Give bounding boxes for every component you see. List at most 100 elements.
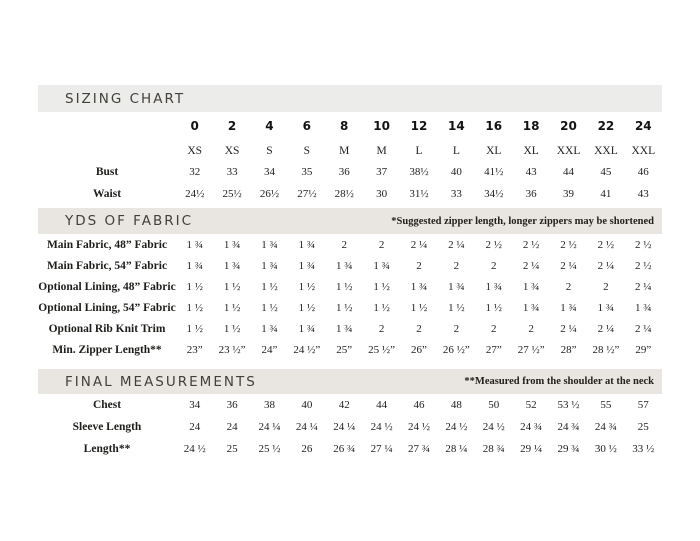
table-cell: 53 ½ (557, 399, 580, 411)
size-letter: S (303, 144, 311, 157)
table-cell: 1 ½ (186, 280, 203, 293)
measured-from-shoulder-note: **Measured from the shoulder at the neck (464, 376, 654, 387)
table-cell: 2 (491, 322, 497, 335)
size-letters-row: XS XS S S M M L L XL XL XXL XXL XXL (38, 140, 662, 161)
table-cell: 29” (635, 343, 652, 356)
table-cell: 24 (189, 421, 201, 433)
table-cell: 44 (376, 399, 388, 411)
size-number: 22 (597, 119, 615, 133)
table-cell: 2 ½ (597, 238, 615, 251)
table-row: Sleeve Length 24 24 24 ¼ 24 ¼ 24 ¼ 24 ½ 24 ½ 24 … (38, 416, 662, 438)
table-cell: 2 (378, 238, 385, 251)
table-cell: 2 ½ (635, 238, 652, 251)
table-row: Bust 32 33 34 35 36 37 38½ 40 41½ 43 44 45 46 (38, 161, 662, 183)
table-cell: 2 ¼ (522, 259, 540, 272)
table-cell: 1 ¾ (635, 301, 652, 314)
final-measurements-rows: Chest 34 36 38 40 42 44 46 48 50 52 53 ½ 55 57 Sleeve … (38, 394, 662, 460)
table-cell: 24 ½ (482, 421, 505, 433)
size-number: 8 (340, 119, 349, 133)
table-cell: 36 (525, 188, 537, 200)
table-cell: 1 ½ (261, 301, 278, 314)
table-cell: 26½ (259, 188, 280, 200)
table-cell: 1 ½ (186, 301, 203, 314)
table-cell: 26” (411, 343, 427, 356)
row-label: Optional Lining, 48” Fabric (38, 280, 176, 293)
size-letter: S (266, 144, 273, 157)
table-cell: 1 ¾ (335, 322, 353, 335)
final-measurements-header-bar: FINAL MEASUREMENTS **Measured from the s… (38, 369, 662, 394)
size-number: 16 (485, 119, 503, 133)
row-label: Min. Zipper Length** (52, 343, 162, 356)
table-cell: 24 ½ (407, 421, 430, 433)
table-cell: 1 ¾ (223, 259, 241, 272)
yds-of-fabric-title: YDS OF FABRIC (65, 213, 193, 229)
table-cell: 33 (226, 166, 238, 178)
table-cell: 24 ½” (293, 343, 321, 356)
size-number: 10 (373, 119, 390, 133)
table-cell: 31½ (409, 188, 429, 200)
row-label: Main Fabric, 48” Fabric (46, 238, 168, 251)
table-cell: 1 ¾ (298, 238, 316, 251)
zipper-length-note: *Suggested zipper length, longer zippers… (391, 215, 654, 227)
table-cell: 1 ½ (485, 301, 503, 314)
table-cell: 24 ½ (445, 421, 468, 433)
table-cell: 1 ¾ (335, 259, 353, 272)
table-cell: 40 (301, 399, 313, 411)
row-label: Length** (83, 443, 131, 455)
table-row: Min. Zipper Length** 23” 23 ½” 24” 24 ½” 25” 2… (38, 339, 662, 360)
table-cell: 2 (603, 280, 609, 293)
size-letter: XXL (556, 144, 581, 157)
size-letter: L (452, 144, 460, 157)
size-number: 18 (522, 119, 540, 133)
table-cell: 24½ (185, 188, 205, 200)
table-cell: 32 (189, 166, 201, 178)
table-row: Waist 24½ 25½ 26½ 27½ 28½ 30 31½ 33 34½ 36 39 41 43 (38, 183, 662, 205)
table-cell: 36 (338, 166, 350, 178)
row-label: Optional Lining, 54” Fabric (38, 301, 176, 314)
table-cell: 27” (485, 343, 502, 356)
table-cell: 2 ¼ (410, 238, 428, 251)
size-number: 0 (190, 119, 199, 133)
table-cell: 1 ½ (373, 280, 390, 293)
table-cell: 43 (637, 188, 649, 200)
sizing-chart-header-bar: SIZING CHART (38, 85, 662, 112)
section-final-measurements: FINAL MEASUREMENTS **Measured from the s… (38, 369, 662, 460)
sizing-sheet: SIZING CHART 0 2 4 6 8 10 12 14 16 18 20 22 24 XS XS S… (38, 85, 662, 460)
table-cell: 2 ¼ (448, 238, 465, 251)
table-cell: 30 ½ (594, 443, 617, 455)
table-cell: 57 (637, 399, 649, 411)
table-row: Length** 24 ½ 25 25 ½ 26 26 ¾ 27 ¼ 27 ¾ 28 ¼ 28 ¾… (38, 438, 662, 460)
table-cell: 1 ¾ (298, 322, 316, 335)
table-cell: 29 ¼ (520, 443, 543, 455)
row-label: Sleeve Length (72, 421, 142, 433)
table-cell: 27½ (297, 188, 317, 200)
table-cell: 27 ¾ (407, 443, 430, 455)
table-cell: 24 ¼ (258, 421, 281, 433)
size-number: 14 (448, 119, 465, 133)
table-cell: 1 ½ (223, 322, 241, 335)
row-label: Optional Rib Knit Trim (48, 322, 166, 335)
table-cell: 27 ¼ (370, 443, 393, 455)
table-cell: 28” (560, 343, 577, 356)
table-cell: 1 ¾ (223, 238, 241, 251)
table-cell: 24 ½ (370, 421, 393, 433)
table-row: Chest 34 36 38 40 42 44 46 48 50 52 53 ½ 55 57 (38, 394, 662, 416)
row-label: Main Fabric, 54” Fabric (46, 259, 168, 272)
table-cell: 25 (226, 443, 238, 455)
table-cell: 2 ½ (560, 238, 577, 251)
table-cell: 25 (637, 421, 649, 433)
table-cell: 26 ½” (442, 343, 470, 356)
table-cell: 34½ (484, 188, 504, 200)
table-cell: 25” (336, 343, 353, 356)
table-cell: 34 (263, 166, 275, 178)
table-cell: 2 ¼ (635, 280, 652, 293)
table-cell: 2 ¼ (597, 322, 615, 335)
table-cell: 50 (488, 399, 500, 411)
table-cell: 29 ¾ (557, 443, 580, 455)
yds-of-fabric-rows: Main Fabric, 48” Fabric 1 ¾ 1 ¾ 1 ¾ 1 ¾ 2 2 2 ¼… (38, 234, 662, 360)
table-cell: 41½ (484, 166, 504, 178)
table-cell: 1 ½ (373, 301, 390, 314)
table-cell: 1 ½ (410, 301, 428, 314)
size-number: 6 (302, 119, 312, 133)
table-cell: 2 (416, 259, 422, 272)
